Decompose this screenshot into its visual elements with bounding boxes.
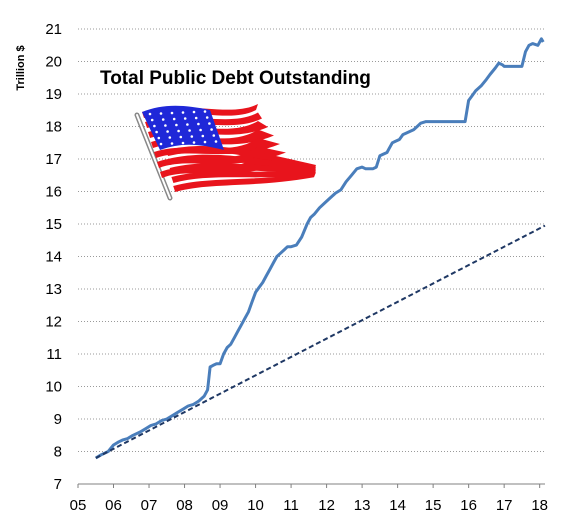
x-tick-label: 07 [141, 497, 158, 514]
chart-title: Total Public Debt Outstanding [100, 68, 371, 89]
flag-stripe [166, 145, 316, 170]
flag-star [203, 110, 207, 113]
flag-star [179, 135, 183, 139]
flag-star [159, 112, 163, 115]
x-tick-label: 09 [212, 497, 229, 514]
flag-stripe [171, 170, 316, 183]
flag-star [157, 136, 161, 140]
x-tick-label: 12 [318, 497, 335, 514]
flag-star [205, 116, 209, 119]
flag-star [164, 124, 167, 127]
flag-star [210, 128, 213, 131]
x-tick-label: 08 [176, 497, 193, 514]
flag-star [208, 122, 211, 125]
flag-star [190, 135, 194, 138]
y-tick-label: 20 [45, 54, 62, 71]
flag-star [168, 136, 172, 139]
flag-star [166, 130, 169, 133]
flag-star [177, 129, 180, 133]
y-tick-label: 15 [45, 216, 62, 233]
flag-star [199, 128, 202, 132]
y-tick-label: 16 [45, 184, 62, 201]
flag-star [153, 124, 156, 128]
x-tick-label: 05 [70, 497, 87, 514]
flag-star [188, 129, 191, 132]
y-tick-label: 21 [45, 21, 62, 38]
x-tick-label: 17 [496, 497, 513, 514]
flag-star [155, 130, 158, 134]
y-tick-label: 10 [45, 379, 62, 396]
y-tick-label: 11 [46, 346, 62, 363]
y-tick-label: 14 [45, 249, 62, 266]
flag-star [197, 122, 200, 126]
flag-star [181, 141, 185, 145]
flag-star [201, 134, 205, 138]
us-flag-icon [134, 104, 316, 201]
flag-stripe [173, 172, 316, 192]
y-axis-label: Trillion $ [15, 45, 27, 90]
series-group [95, 37, 546, 460]
x-tick-label: 16 [460, 497, 477, 514]
flag-stripe [169, 163, 316, 174]
y-tick-label: 7 [54, 476, 62, 493]
flag-star [212, 134, 216, 137]
x-tick-label: 11 [283, 497, 299, 514]
y-tick-label: 17 [45, 151, 62, 168]
flag-star [203, 140, 207, 144]
flag-star [172, 117, 176, 121]
x-tick-label: 10 [247, 497, 264, 514]
flag-star [170, 142, 174, 145]
flag-star [183, 117, 187, 120]
y-tick-labels: 7 8 9 10 11 12 13 14 15 16 17 18 19 20 21 [45, 21, 62, 493]
y-tick-label: 19 [45, 86, 62, 103]
y-tick-label: 13 [45, 281, 62, 298]
flag-star [192, 141, 196, 144]
flag-star [175, 123, 178, 127]
debt-line [95, 37, 545, 460]
flag-star [150, 118, 154, 122]
flag-star [161, 118, 165, 121]
flag-stripe [167, 154, 316, 172]
x-tick-label: 13 [354, 497, 371, 514]
y-tick-label: 8 [54, 444, 62, 461]
y-tick-label: 12 [45, 314, 62, 331]
flag-star [181, 111, 185, 114]
flag-canton [142, 105, 224, 150]
x-tick-labels: 05 06 07 08 09 10 11 12 13 14 15 16 17 18 [70, 484, 548, 514]
x-tick-label: 14 [389, 497, 406, 514]
flag-stripe [154, 138, 280, 158]
flag-star [192, 110, 196, 114]
y-tick-label: 18 [45, 119, 62, 136]
x-tick-label: 15 [425, 497, 442, 514]
flag-star [159, 142, 163, 146]
flag-star [186, 123, 189, 126]
trend-line [95, 224, 546, 459]
y-tick-label: 9 [54, 411, 62, 428]
x-tick-label: 06 [105, 497, 122, 514]
flag-star [170, 111, 174, 115]
flag-star [214, 140, 218, 143]
x-tick-label: 18 [531, 497, 548, 514]
flag-star [194, 116, 198, 120]
flag-star [148, 112, 152, 116]
